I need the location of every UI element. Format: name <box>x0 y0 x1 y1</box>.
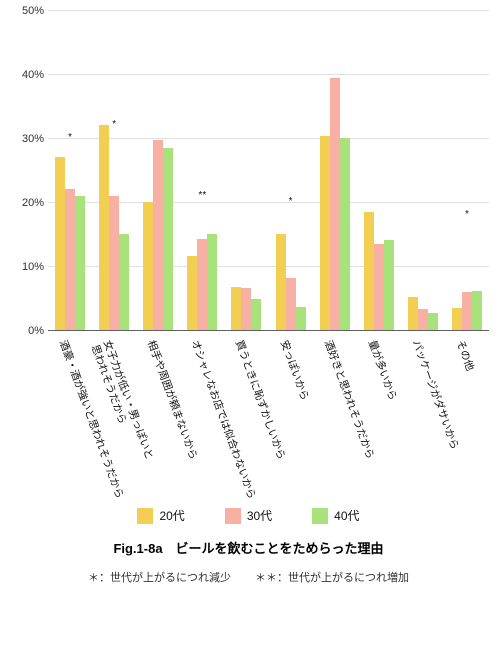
legend-item: 30代 <box>225 507 272 524</box>
bar-group: ** <box>180 10 224 330</box>
legend-swatch <box>137 508 153 524</box>
x-label-cell: オシャレなお店では似合わないから <box>180 330 224 495</box>
bar-group: * <box>48 10 92 330</box>
bar-group <box>357 10 401 330</box>
bar <box>296 307 306 330</box>
bar <box>364 212 374 330</box>
bar <box>75 196 85 330</box>
y-tick-label: 0% <box>8 325 44 337</box>
plot-area: 0%10%20%30%40%50% ****** <box>48 10 489 330</box>
x-axis-labels: 酒豪・酒が強いと思われそうだから女子力が低い・男っぽいと思われそうだから相手や周… <box>48 330 489 495</box>
bar <box>143 202 153 330</box>
bar <box>428 313 438 330</box>
bar <box>153 140 163 330</box>
legend: 20代 30代 40代 <box>8 507 489 524</box>
legend-item: 40代 <box>312 507 359 524</box>
y-tick-label: 40% <box>8 69 44 81</box>
y-tick-label: 10% <box>8 261 44 273</box>
annotation: * <box>465 209 469 220</box>
bar <box>320 136 330 330</box>
bar <box>119 234 129 330</box>
legend-swatch <box>225 508 241 524</box>
legend-label: 20代 <box>159 507 184 524</box>
bar <box>340 138 350 330</box>
chart-container: 0%10%20%30%40%50% ****** 酒豪・酒が強いと思われそうだか… <box>0 0 501 595</box>
annotation: * <box>68 132 72 143</box>
y-tick-label: 20% <box>8 197 44 209</box>
chart-caption: Fig.1-8a ビールを飲むことをためらった理由 <box>8 538 489 557</box>
x-tick-label: 安っぽいから <box>276 338 312 402</box>
bar <box>286 278 296 330</box>
bar <box>231 287 241 330</box>
bar-groups: ****** <box>48 10 489 330</box>
y-tick-label: 30% <box>8 133 44 145</box>
bar-group: * <box>268 10 312 330</box>
annotation: * <box>112 119 116 130</box>
bar <box>462 292 472 330</box>
bar <box>99 125 109 330</box>
bar <box>197 239 207 330</box>
x-label-cell: 量が多いから <box>357 330 401 495</box>
bar <box>408 297 418 330</box>
y-tick-label: 50% <box>8 5 44 17</box>
bar <box>65 189 75 330</box>
x-label-cell: 相手や周囲が頼まないから <box>136 330 180 495</box>
legend-label: 40代 <box>334 507 359 524</box>
x-label-cell: 酒好きと思われそうだから <box>313 330 357 495</box>
annotation: ** <box>198 190 206 201</box>
footnote-1: ＊：世代が上がるにつれ減少 <box>88 569 231 585</box>
bar <box>187 256 197 330</box>
bar <box>163 148 173 330</box>
legend-item: 20代 <box>137 507 184 524</box>
x-label-cell: パッケージがダサいから <box>401 330 445 495</box>
bar <box>330 78 340 330</box>
legend-label: 30代 <box>247 507 272 524</box>
x-label-cell: 酒豪・酒が強いと思われそうだから <box>48 330 92 495</box>
x-label-cell: 女子力が低い・男っぽいと思われそうだから <box>92 330 136 495</box>
bar-group <box>401 10 445 330</box>
bar-group: * <box>445 10 489 330</box>
x-label-cell: その他 <box>445 330 489 495</box>
bar <box>384 240 394 330</box>
bar <box>241 288 251 330</box>
bar <box>251 299 261 330</box>
bar-group <box>224 10 268 330</box>
annotation: * <box>289 196 293 207</box>
footnotes: ＊：世代が上がるにつれ減少 ＊＊：世代が上がるにつれ増加 <box>8 569 489 585</box>
bar-group: * <box>92 10 136 330</box>
bar <box>109 196 119 330</box>
bar-group <box>313 10 357 330</box>
footnote-2: ＊＊：世代が上がるにつれ増加 <box>255 569 409 585</box>
x-tick-label: 量が多いから <box>365 338 401 402</box>
bar <box>207 234 217 330</box>
x-label-cell: 安っぽいから <box>268 330 312 495</box>
legend-swatch <box>312 508 328 524</box>
bar <box>472 291 482 330</box>
bar <box>55 157 65 330</box>
bar <box>418 309 428 330</box>
x-label-cell: 買うときに恥ずかしいから <box>224 330 268 495</box>
x-tick-label: その他 <box>453 338 478 373</box>
bar <box>452 308 462 330</box>
bar-group <box>136 10 180 330</box>
bar <box>374 244 384 330</box>
bar <box>276 234 286 330</box>
